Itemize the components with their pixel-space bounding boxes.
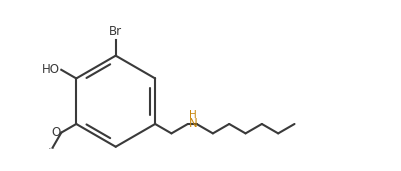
Text: Br: Br	[109, 25, 122, 38]
Text: HO: HO	[42, 63, 60, 76]
Text: O: O	[51, 126, 61, 139]
Text: methoxy: methoxy	[49, 148, 55, 149]
Text: H: H	[189, 110, 197, 120]
Text: N: N	[189, 117, 198, 130]
